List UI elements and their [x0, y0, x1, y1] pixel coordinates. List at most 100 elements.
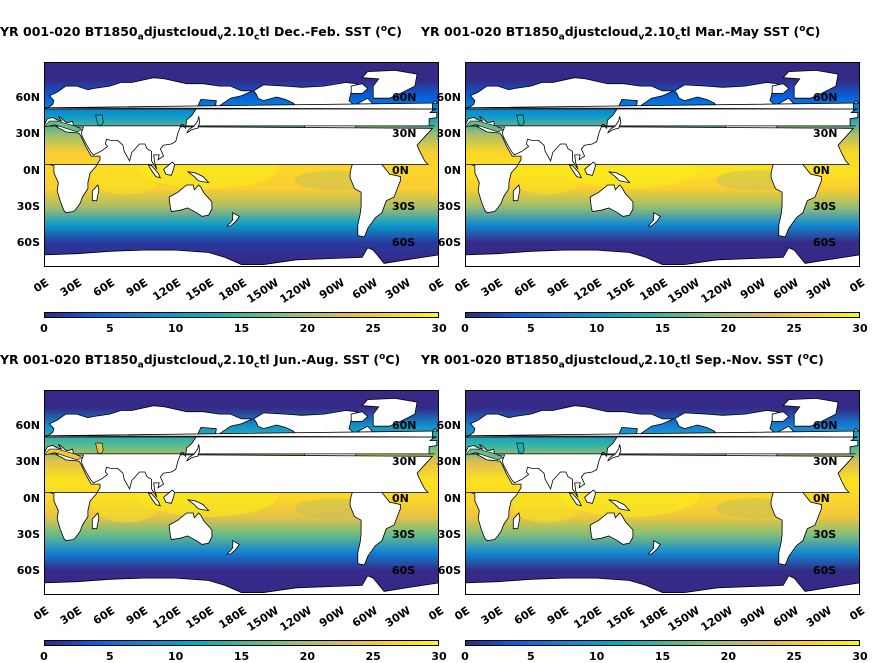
land-japan — [186, 444, 201, 462]
x-tick-label: 120E — [150, 604, 183, 632]
colorbar — [465, 640, 860, 646]
x-tick-label: 150W — [244, 276, 282, 307]
x-tick-label: 90E — [123, 604, 150, 628]
panel-title-part: 2.10 — [644, 24, 676, 40]
land-uk — [45, 428, 439, 439]
panel-title-part: c — [675, 360, 681, 371]
panel-title-part: 2.10 — [223, 352, 255, 368]
sst-map — [465, 390, 860, 595]
y-tick-label-right: 60S — [813, 563, 837, 577]
sst-map — [44, 390, 439, 595]
y-tick-label-right: 0N — [392, 163, 409, 177]
land-south-america — [770, 156, 823, 238]
colorbar-tick-label: 10 — [589, 322, 605, 335]
colorbar-tick-label: 0 — [461, 650, 469, 663]
caspian-sea — [516, 114, 525, 127]
land-japan — [607, 116, 622, 134]
land-borneo — [163, 489, 176, 504]
y-tick-label: 0N — [23, 491, 40, 505]
panel-title-part: YR 001-020 BT1850 — [421, 352, 559, 368]
land-africa — [465, 125, 855, 214]
land-japan — [607, 444, 622, 462]
land-baffin — [771, 411, 790, 422]
x-tick-label: 150E — [183, 604, 216, 632]
panel-djf: YR 001-020 BT1850adjustcloudv2.10ctl Dec… — [0, 22, 447, 335]
colorbar-tick-label: 10 — [168, 322, 184, 335]
colorbar-tick-label: 20 — [299, 650, 315, 663]
y-tick-label: 0N — [444, 163, 461, 177]
land-sumatra — [147, 491, 162, 507]
y-tick-label-right: 60S — [392, 563, 416, 577]
colorbar-tick-label: 5 — [527, 322, 535, 335]
mediterranean-sea — [465, 448, 505, 461]
caspian-sea — [95, 442, 104, 455]
y-tick-label-right: 30S — [813, 527, 837, 541]
y-tick-label: 30S — [437, 527, 461, 541]
x-tick-label: 60W — [771, 604, 802, 630]
y-tick-label: 60S — [437, 235, 461, 249]
land-madagascar — [512, 184, 521, 202]
panel-title-part: tl Sep.-Nov. SST ( — [680, 352, 803, 368]
panel-jja: YR 001-020 BT1850adjustcloudv2.10ctl Jun… — [0, 350, 447, 663]
land-new-zealand — [226, 540, 240, 555]
y-tick-label-right: 60S — [813, 235, 837, 249]
x-tick-label: 30W — [383, 604, 414, 630]
land-eurasia — [465, 405, 859, 498]
y-tick-label-right: 30N — [392, 127, 417, 141]
map-frame — [44, 62, 439, 267]
caspian-sea — [95, 114, 104, 127]
land-africa — [44, 453, 434, 542]
land-new-zealand — [647, 212, 661, 227]
land-new-zealand — [226, 212, 240, 227]
x-tick-label: 90W — [317, 604, 348, 630]
y-tick-label-right: 60N — [392, 91, 417, 105]
panel-title-part: a — [137, 360, 144, 371]
panel-title: YR 001-020 BT1850adjustcloudv2.10ctl Jun… — [0, 350, 400, 373]
colorbar-tick-label: 30 — [852, 650, 868, 663]
panel-title-part: djustcloud — [564, 24, 639, 40]
x-tick-label: 0E — [847, 276, 868, 296]
y-tick-label: 60S — [16, 235, 40, 249]
x-tick-label: 90W — [738, 276, 769, 302]
land-greenland — [361, 397, 418, 427]
panel-title-part: v — [638, 360, 645, 371]
land-greenland — [361, 69, 418, 99]
land-madagascar — [91, 512, 100, 530]
panel-title-part: 2.10 — [223, 24, 255, 40]
mediterranean-sea — [44, 448, 84, 461]
y-tick-label-right: 30S — [813, 199, 837, 213]
y-tick-label: 60N — [436, 91, 461, 105]
land-borneo — [584, 489, 597, 504]
x-tick-label: 120E — [571, 276, 604, 304]
land-uk — [466, 100, 860, 111]
x-tick-label: 150E — [604, 276, 637, 304]
x-tick-label: 30E — [478, 276, 505, 300]
y-tick-label-right: 60N — [813, 91, 838, 105]
colorbar-tick-label: 30 — [852, 322, 868, 335]
colorbar-tick-label: 0 — [461, 322, 469, 335]
colorbar-tick-label: 10 — [589, 650, 605, 663]
x-tick-label: 90E — [544, 604, 571, 628]
y-tick-label: 60S — [437, 563, 461, 577]
x-tick-label: 120W — [698, 604, 736, 635]
land-sumatra — [568, 491, 583, 507]
colorbar-tick-label: 15 — [654, 650, 671, 663]
land-new-guinea — [187, 499, 210, 512]
land-south-america — [770, 484, 823, 566]
x-tick-label: 60E — [90, 604, 117, 628]
panel-title-part: 2.10 — [644, 352, 676, 368]
y-tick-label-right: 30N — [813, 127, 838, 141]
land-south-america — [349, 156, 402, 238]
land-africa — [465, 453, 855, 542]
x-tick-label: 0E — [31, 276, 52, 296]
land-sumatra — [147, 163, 162, 179]
land-new-guinea — [608, 499, 631, 512]
colorbar-tick-label: 20 — [299, 322, 315, 335]
y-tick-label: 30S — [16, 199, 40, 213]
land-australia — [168, 184, 213, 217]
colorbar-tick-label: 5 — [527, 650, 535, 663]
panel-title-part: a — [558, 32, 565, 43]
x-tick-label: 90W — [317, 276, 348, 302]
colorbar-tick-label: 15 — [233, 322, 250, 335]
land-japan — [186, 116, 201, 134]
